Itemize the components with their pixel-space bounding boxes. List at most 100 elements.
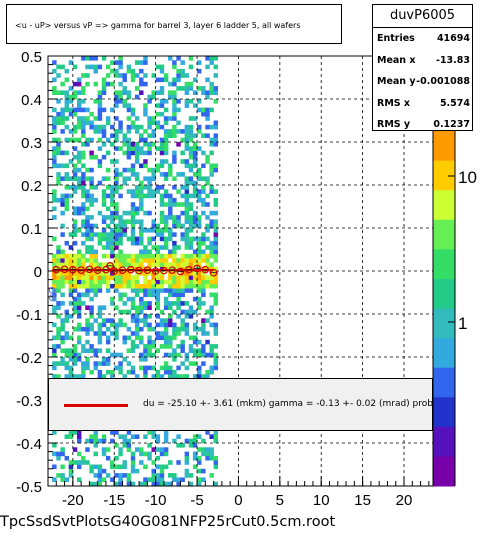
- heatmap-cell: [68, 60, 74, 65]
- heatmap-cell: [143, 137, 148, 143]
- heatmap-cell: [188, 253, 194, 259]
- heatmap-cell: [155, 481, 161, 487]
- heatmap-cell: [188, 215, 194, 220]
- heatmap-cell: [81, 369, 86, 375]
- heatmap-cell: [134, 189, 140, 194]
- heatmap-cell: [176, 172, 181, 177]
- heatmap-cell: [180, 301, 185, 306]
- heatmap-cell: [101, 275, 107, 280]
- heatmap-cell: [101, 86, 107, 91]
- heatmap-cell: [85, 245, 90, 250]
- heatmap-cell: [60, 275, 65, 280]
- heatmap-cell: [134, 279, 140, 285]
- x-tick-label: -10: [145, 492, 167, 509]
- heatmap-cell: [64, 455, 69, 461]
- heatmap-cell: [134, 94, 140, 100]
- heatmap-cell: [172, 258, 177, 263]
- heatmap-cell: [147, 236, 152, 242]
- heatmap-cell: [114, 232, 119, 237]
- heatmap-cell: [147, 335, 152, 341]
- heatmap-cell: [172, 81, 177, 87]
- heatmap-cell: [126, 335, 132, 341]
- heatmap-cell: [97, 468, 103, 474]
- heatmap-cell: [188, 236, 194, 242]
- heatmap-cell: [114, 443, 119, 448]
- heatmap-cell: [56, 137, 61, 143]
- heatmap-cell: [72, 90, 78, 95]
- heatmap-cell: [197, 176, 202, 181]
- heatmap-cell: [60, 193, 65, 199]
- heatmap-cell: [130, 464, 136, 470]
- heatmap-cell: [130, 348, 136, 353]
- heatmap-cell: [209, 86, 214, 91]
- heatmap-cell: [201, 185, 206, 190]
- y-tick-label: -0.4: [16, 436, 42, 453]
- heatmap-cell: [97, 275, 103, 280]
- heatmap-cell: [192, 159, 198, 164]
- heatmap-cell: [213, 202, 219, 207]
- heatmap-cell: [192, 103, 198, 108]
- heatmap-cell: [126, 116, 132, 121]
- heatmap-cell: [201, 107, 206, 113]
- heatmap-cell: [172, 219, 177, 224]
- heatmap-cell: [151, 447, 156, 452]
- heatmap-cell: [188, 99, 194, 104]
- heatmap-cell: [213, 223, 219, 229]
- heatmap-cell: [176, 275, 181, 280]
- heatmap-cell: [151, 326, 156, 332]
- heatmap-cell: [81, 202, 86, 207]
- heatmap-cell: [85, 232, 90, 237]
- heatmap-cell: [192, 219, 198, 224]
- heatmap-cell: [114, 331, 119, 336]
- heatmap-cell: [201, 468, 206, 474]
- palette-segment: [433, 160, 455, 191]
- heatmap-cell: [118, 258, 123, 263]
- heatmap-cell: [172, 322, 177, 328]
- heatmap-cell: [114, 228, 119, 233]
- heatmap-cell: [159, 288, 165, 293]
- heatmap-cell: [134, 176, 140, 181]
- heatmap-cell: [72, 344, 78, 349]
- heatmap-cell: [143, 249, 148, 255]
- heatmap-cell: [139, 305, 144, 310]
- heatmap-cell: [205, 176, 210, 181]
- heatmap-cell: [184, 279, 190, 285]
- heatmap-cell: [147, 365, 152, 371]
- heatmap-cell: [205, 64, 210, 70]
- heatmap-cell: [114, 133, 119, 138]
- heatmap-cell: [184, 163, 190, 169]
- heatmap-cell: [114, 322, 119, 328]
- heatmap-cell: [110, 374, 115, 379]
- heatmap-cell: [205, 124, 210, 130]
- heatmap-cell: [159, 335, 165, 341]
- heatmap-cell: [110, 133, 115, 138]
- heatmap-cell: [205, 90, 210, 95]
- heatmap-cell: [163, 352, 169, 358]
- heatmap-cell: [209, 60, 214, 65]
- heatmap-cell: [76, 249, 82, 255]
- heatmap-cell: [197, 253, 202, 259]
- heatmap-cell: [155, 438, 161, 444]
- stat-value: 41694: [436, 33, 470, 44]
- heatmap-cell: [139, 124, 144, 130]
- heatmap-cell: [168, 249, 173, 255]
- heatmap-cell: [134, 434, 140, 439]
- heatmap-cell: [205, 447, 210, 452]
- heatmap-cell: [184, 283, 190, 289]
- heatmap-cell: [159, 64, 165, 70]
- heatmap-cell: [97, 159, 103, 164]
- heatmap-cell: [64, 206, 69, 212]
- heatmap-cell: [118, 236, 123, 242]
- heatmap-cell: [97, 94, 103, 100]
- heatmap-cell: [188, 150, 194, 156]
- heatmap-cell: [197, 249, 202, 255]
- heatmap-cell: [197, 86, 202, 91]
- heatmap-cell: [201, 301, 206, 306]
- heatmap-cell: [76, 430, 82, 435]
- heatmap-cell: [172, 275, 177, 280]
- heatmap-cell: [101, 361, 107, 366]
- heatmap-cell: [184, 197, 190, 203]
- heatmap-cell: [213, 64, 219, 70]
- heatmap-cell: [64, 68, 69, 74]
- heatmap-cell: [213, 464, 219, 470]
